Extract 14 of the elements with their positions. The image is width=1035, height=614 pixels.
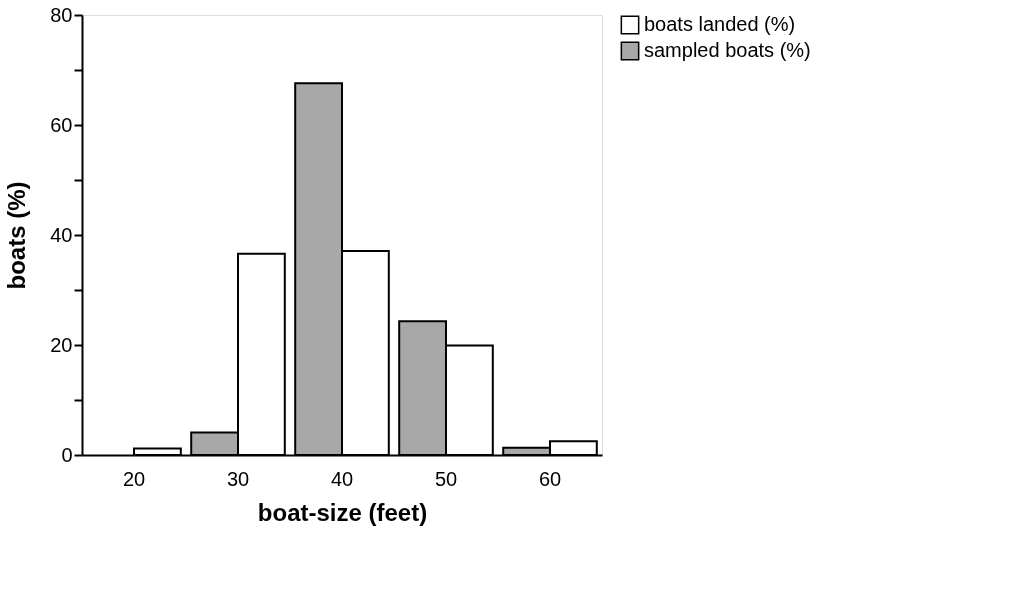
x-tick-label: 40 (330, 467, 354, 490)
x-tick-label: 60 (538, 467, 562, 490)
y-tick-label: 80 (50, 3, 73, 26)
y-axis-title: boats (%) (3, 181, 31, 290)
x-tick-label: 20 (122, 467, 146, 490)
y-tick-label: 0 (61, 443, 73, 466)
x-tick-label: 50 (434, 467, 458, 490)
x-axis-title: boat-size (feet) (257, 498, 428, 526)
y-tick-label: 60 (50, 113, 73, 136)
x-tick-label: 30 (226, 467, 250, 490)
legend-label: boats landed (%) (644, 13, 796, 35)
legend-label: sampled boats (%) (644, 39, 811, 61)
y-tick-label: 20 (50, 333, 73, 356)
y-tick-label: 40 (50, 223, 73, 246)
